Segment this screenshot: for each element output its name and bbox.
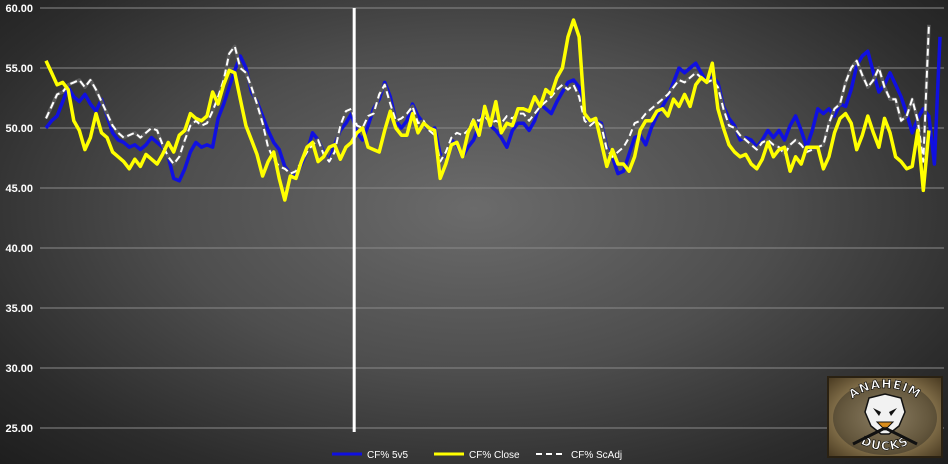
logo-bottom-text: DUCKS: [859, 433, 911, 453]
series-lines: [44, 18, 942, 202]
series-line-scadj-outline: [44, 24, 931, 176]
ducks-logo-icon: ANAHEIM DUCKS: [833, 378, 937, 455]
svg-text:DUCKS: DUCKS: [859, 434, 911, 453]
y-tick-label: 55.00: [5, 63, 33, 75]
legend-label: CF% ScAdj: [571, 450, 622, 461]
legend: CF% 5v5 CF% Close CF% ScAdj: [332, 450, 622, 461]
y-tick-label: 35.00: [5, 303, 33, 315]
y-tick-label: 45.00: [5, 183, 33, 195]
y-axis-ticks: 25.00 30.00 35.00 40.00 45.00 50.00 55.00 60.00: [5, 3, 33, 435]
legend-label: CF% Close: [469, 450, 520, 461]
legend-label: CF% 5v5: [367, 450, 409, 461]
y-tick-label: 30.00: [5, 363, 33, 375]
y-tick-label: 40.00: [5, 243, 33, 255]
series-line-cf-close: [44, 18, 931, 202]
y-tick-label: 50.00: [5, 123, 33, 135]
gridlines: [40, 7, 944, 429]
y-tick-label: 25.00: [5, 423, 33, 435]
team-logo: ANAHEIM DUCKS: [827, 376, 943, 458]
series-line-cf-5v5: [44, 36, 942, 183]
series-line-cf-scadj: [45, 24, 930, 175]
y-tick-label: 60.00: [5, 3, 33, 15]
